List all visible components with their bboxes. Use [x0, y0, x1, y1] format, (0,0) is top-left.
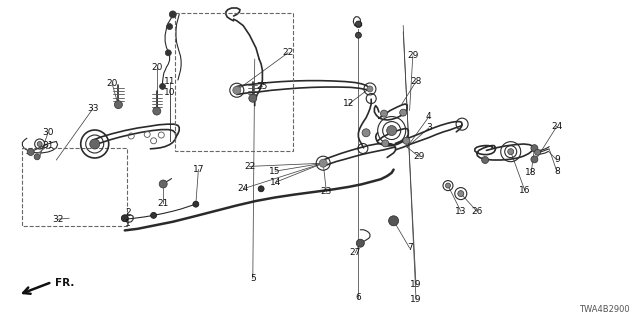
Circle shape [122, 215, 128, 222]
Circle shape [356, 239, 364, 247]
Text: 16: 16 [519, 186, 531, 195]
Text: 24: 24 [237, 184, 249, 193]
Circle shape [159, 180, 167, 188]
Text: 20: 20 [106, 79, 118, 88]
Text: 2: 2 [125, 208, 131, 217]
Text: 21: 21 [157, 199, 169, 208]
Text: 31: 31 [42, 141, 54, 150]
Circle shape [319, 159, 327, 167]
Text: 22: 22 [244, 162, 255, 171]
Text: 29: 29 [413, 152, 425, 161]
Circle shape [166, 24, 173, 29]
Circle shape [482, 156, 488, 164]
Text: 1: 1 [125, 220, 131, 228]
Text: 27: 27 [349, 248, 361, 257]
Circle shape [193, 201, 199, 207]
Text: 28: 28 [410, 77, 422, 86]
Circle shape [531, 145, 538, 152]
Circle shape [403, 137, 410, 144]
Text: 32: 32 [52, 215, 63, 224]
Circle shape [90, 139, 100, 149]
Text: 17: 17 [193, 165, 204, 174]
Circle shape [115, 100, 122, 108]
Text: 22: 22 [282, 48, 294, 57]
Text: 6: 6 [356, 293, 361, 302]
Text: 30: 30 [42, 128, 54, 137]
Circle shape [249, 94, 257, 102]
Circle shape [508, 149, 514, 155]
Text: 12: 12 [343, 100, 355, 108]
Text: 10: 10 [164, 88, 175, 97]
Text: 11: 11 [164, 77, 175, 86]
Circle shape [362, 129, 370, 137]
Circle shape [150, 212, 157, 218]
Circle shape [382, 140, 388, 147]
Circle shape [367, 86, 373, 92]
Text: 29: 29 [407, 52, 419, 60]
Bar [175, 13, 293, 151]
Text: 7: 7 [407, 244, 412, 252]
Text: 26: 26 [471, 207, 483, 216]
Circle shape [458, 191, 464, 196]
Text: 18: 18 [525, 168, 537, 177]
Text: TWA4B2900: TWA4B2900 [579, 305, 630, 314]
Circle shape [258, 186, 264, 192]
Text: 5: 5 [250, 274, 255, 283]
Text: 13: 13 [455, 207, 467, 216]
Text: 3: 3 [426, 124, 431, 132]
Circle shape [233, 86, 241, 94]
Circle shape [165, 50, 172, 56]
Circle shape [37, 141, 42, 147]
Text: 14: 14 [269, 178, 281, 187]
Circle shape [153, 107, 161, 115]
Bar [22, 148, 127, 226]
Circle shape [28, 148, 34, 156]
Circle shape [170, 11, 176, 18]
Text: 25: 25 [257, 82, 268, 91]
Text: FR.: FR. [55, 278, 74, 288]
Circle shape [355, 21, 362, 27]
Text: 4: 4 [426, 112, 431, 121]
Text: 19: 19 [410, 295, 422, 304]
Circle shape [445, 183, 451, 188]
Text: 20: 20 [151, 63, 163, 72]
Text: 24: 24 [551, 122, 563, 131]
Circle shape [534, 149, 541, 155]
Text: 15: 15 [269, 167, 281, 176]
Text: 9: 9 [554, 156, 559, 164]
Text: 8: 8 [554, 167, 559, 176]
Text: 19: 19 [410, 280, 422, 289]
Circle shape [387, 125, 397, 136]
Circle shape [531, 156, 538, 163]
Circle shape [355, 32, 362, 38]
Circle shape [400, 109, 406, 116]
Text: 23: 23 [321, 188, 332, 196]
Circle shape [159, 84, 166, 89]
Circle shape [381, 110, 387, 117]
Circle shape [34, 154, 40, 160]
Text: 33: 33 [87, 104, 99, 113]
Circle shape [388, 216, 399, 226]
